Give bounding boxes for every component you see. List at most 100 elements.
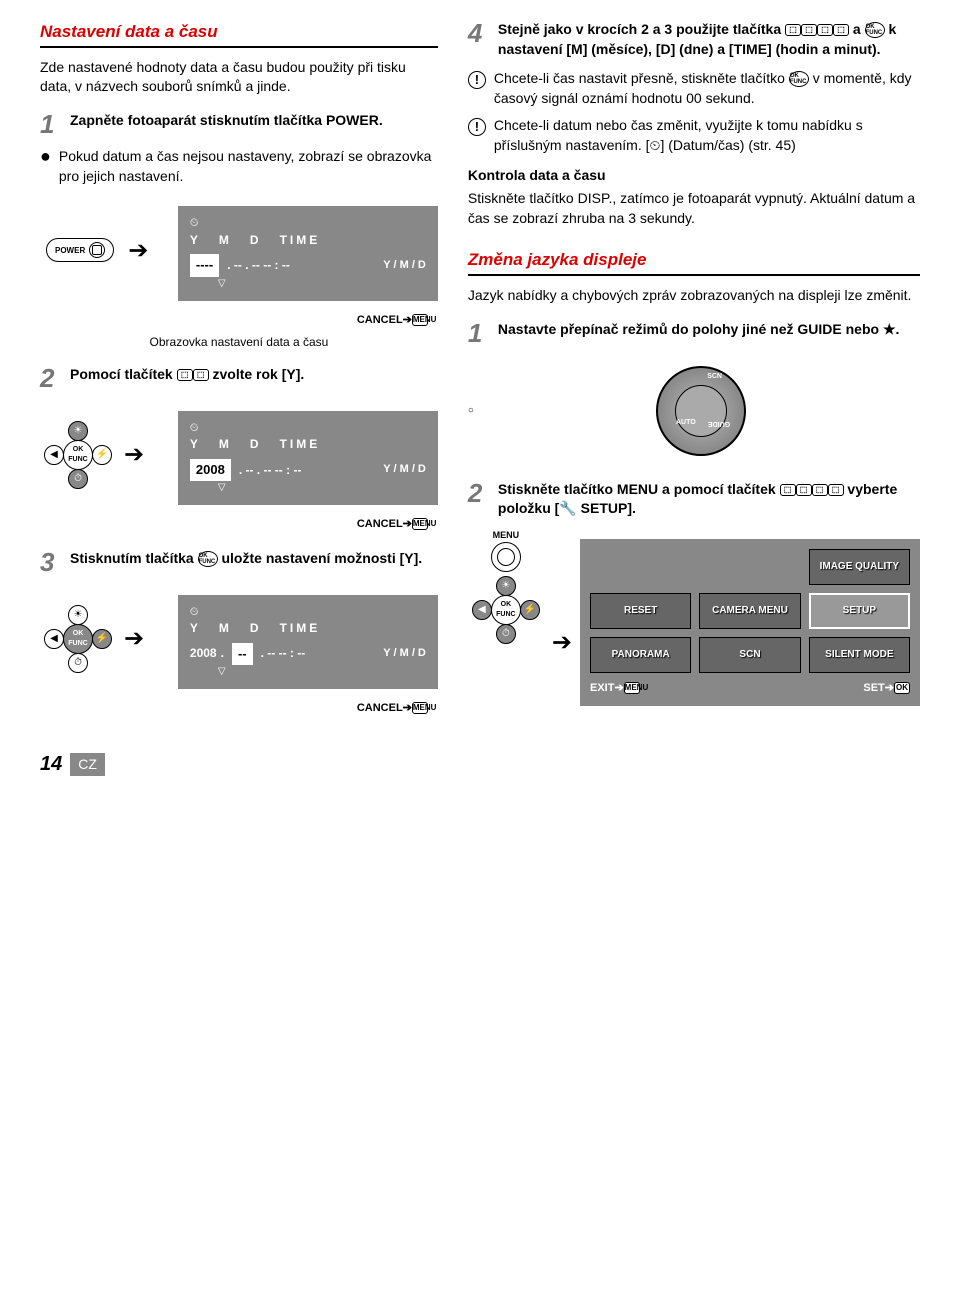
step-4-text: Stejně jako v krocích 2 a 3 použijte tla…	[498, 20, 920, 59]
note1-a: Chcete-li čas nastavit přesně, stiskněte…	[494, 70, 785, 86]
lcd2-rest: . -- . -- -- : --	[239, 462, 302, 479]
intro-text: Zde nastavené hodnoty data a času budou …	[40, 58, 438, 97]
lcd-screen-3: ⏲ Y M D TIME 2008 . -- . -- -- : -- Y / …	[178, 595, 438, 689]
menu-image-quality[interactable]: IMAGE QUALITY	[809, 549, 910, 585]
dpad-down-icon[interactable]: ⏱	[68, 653, 88, 673]
figure-2: ☀ ⏱ ◀ ⚡ OK FUNC ➔ ⏲ Y M D TIME 2008 . --…	[40, 401, 438, 509]
power-label: POWER	[55, 245, 85, 256]
lang-step-1-text: Nastavte přepínač režimů do polohy jiné …	[498, 320, 920, 340]
clock-icon: ⏲	[650, 137, 661, 153]
left-button-icon: ⬚	[812, 484, 828, 496]
menu-icon: MENU	[412, 702, 428, 714]
ok-func-icon: OK FUNC	[789, 71, 809, 87]
note-2-text: Chcete-li datum nebo čas změnit, využijt…	[494, 116, 920, 155]
menu-grid: IMAGE QUALITY RESET CAMERA MENU SETUP PA…	[590, 549, 910, 673]
up-button-icon: ⬚	[177, 369, 193, 381]
title-date-time: Nastavení data a času	[40, 20, 438, 48]
ok-icon: OK	[894, 682, 910, 694]
dpad-center[interactable]: OK FUNC	[63, 624, 93, 654]
clock-icon: ⏲	[190, 216, 426, 231]
note2-b: ] (Datum/čas) (str. 45)	[660, 137, 795, 153]
cancel-label: CANCEL	[357, 314, 403, 326]
dpad-up-icon[interactable]: ☀	[68, 605, 88, 625]
menu-label: MENU	[493, 529, 520, 542]
mode-dial[interactable]: AUTO GUIDE SCN	[656, 366, 746, 456]
lcd1-caption: Obrazovka nastavení data a času	[40, 334, 438, 351]
menu-screen: IMAGE QUALITY RESET CAMERA MENU SETUP PA…	[580, 539, 920, 706]
down-arrow-icon: ▽	[218, 481, 426, 495]
lcd3-values: 2008 . -- . -- -- : -- Y / M / D	[190, 643, 426, 665]
lcd-screen-1: ⏲ Y M D TIME ---- . -- . -- -- : -- Y / …	[178, 206, 438, 300]
bullet-icon: ●	[40, 147, 51, 186]
menu-silent[interactable]: SILENT MODE	[809, 637, 910, 673]
lcd1-cancel: CANCEL➔MENU	[40, 313, 428, 328]
lcd2-header: Y M D TIME	[190, 436, 426, 453]
down-button-icon: ⬚	[801, 24, 817, 36]
step-3: 3 Stisknutím tlačítka OK FUNC uložte nas…	[40, 549, 438, 575]
lang-step-2: 2 Stiskněte tlačítko MENU a pomocí tlačí…	[468, 480, 920, 519]
step-1: 1 Zapněte fotoaparát stisknutím tlačítka…	[40, 111, 438, 137]
caution-icon: !	[468, 71, 486, 89]
menu-camera-menu[interactable]: CAMERA MENU	[699, 593, 800, 629]
dpad-right-icon[interactable]: ⚡	[92, 445, 112, 465]
lcd-h-d: D	[250, 436, 262, 453]
dpad-center[interactable]: OK FUNC	[63, 440, 93, 470]
menu-setup[interactable]: SETUP	[809, 593, 910, 629]
set-label: SET	[863, 682, 884, 694]
arrow-icon: ➔	[552, 626, 572, 660]
dpad-up-icon[interactable]: ☀	[496, 576, 516, 596]
dpad-center[interactable]: OK FUNC	[491, 595, 521, 625]
figure-1: POWER ➔ ⏲ Y M D TIME ---- . -- . -- -- :…	[40, 196, 438, 304]
dpad-right-icon[interactable]: ⚡	[92, 629, 112, 649]
lcd1-format: Y / M / D	[383, 258, 426, 273]
menu-scn[interactable]: SCN	[699, 637, 800, 673]
menu-exit: EXIT➔MENU	[590, 681, 640, 696]
menu-reset[interactable]: RESET	[590, 593, 691, 629]
left-button-icon: ⬚	[817, 24, 833, 36]
dpad-down-icon[interactable]: ⏱	[68, 469, 88, 489]
lcd3-format: Y / M / D	[383, 646, 426, 661]
arrow-icon: ➔	[124, 438, 144, 472]
power-button[interactable]: POWER	[46, 238, 114, 262]
mode-dial-figure: ○ AUTO GUIDE SCN	[468, 356, 920, 466]
lcd-h-time: TIME	[280, 620, 321, 637]
dpad-control[interactable]: ☀ ⏱ ◀ ⚡ OK FUNC	[46, 607, 110, 671]
note-2: ! Chcete-li datum nebo čas změnit, využi…	[468, 116, 920, 155]
dpad-left-icon[interactable]: ◀	[44, 445, 64, 465]
dial-mode-guide: GUIDE	[708, 418, 730, 428]
dpad-left-icon[interactable]: ◀	[472, 600, 492, 620]
step-1-text: Zapněte fotoaparát stisknutím tlačítka P…	[70, 111, 438, 131]
dpad-right-icon[interactable]: ⚡	[520, 600, 540, 620]
step-1-bullet: ● Pokud datum a čas nejsou nastaveny, zo…	[40, 147, 438, 186]
step-1-bullet-text: Pokud datum a čas nejsou nastaveny, zobr…	[59, 147, 438, 186]
menu-panorama[interactable]: PANORAMA	[590, 637, 691, 673]
right-column: 4 Stejně jako v krocích 2 a 3 použijte t…	[468, 20, 920, 720]
step4-b: a	[853, 21, 861, 37]
lcd-h-y: Y	[190, 232, 201, 249]
note-1-text: Chcete-li čas nastavit přesně, stiskněte…	[494, 69, 920, 108]
cancel-label: CANCEL	[357, 702, 403, 714]
lcd-h-m: M	[219, 436, 232, 453]
menu-button[interactable]	[491, 542, 521, 572]
page-language: CZ	[70, 753, 105, 777]
dpad-control[interactable]: ☀ ⏱ ◀ ⚡ OK FUNC	[46, 423, 110, 487]
right-button-icon: ⬚	[833, 24, 849, 36]
step2-b: zvolte rok [Y].	[212, 366, 304, 382]
down-arrow-icon: ▽	[218, 277, 426, 291]
lcd2-year: 2008	[190, 459, 231, 481]
lcd3-month: --	[232, 643, 253, 665]
wrench-icon: 🔧	[559, 500, 576, 516]
step3-a: Stisknutím tlačítka	[70, 550, 194, 566]
clock-icon: ⏲	[190, 421, 426, 436]
dpad-control[interactable]: ☀ ⏱ ◀ ⚡ OK FUNC	[474, 578, 538, 642]
dpad-up-icon[interactable]: ☀	[68, 421, 88, 441]
lcd-h-d: D	[250, 620, 262, 637]
dpad-down-icon[interactable]: ⏱	[496, 624, 516, 644]
menu-icon: MENU	[624, 682, 640, 694]
lang-step-2-text: Stiskněte tlačítko MENU a pomocí tlačíte…	[498, 480, 920, 519]
dpad-left-icon[interactable]: ◀	[44, 629, 64, 649]
arrow-icon: ➔	[124, 622, 144, 656]
step-number: 1	[468, 320, 490, 346]
step-2: 2 Pomocí tlačítek ⬚⬚ zvolte rok [Y].	[40, 365, 438, 391]
lcd2-values: 2008 . -- . -- -- : -- Y / M / D	[190, 459, 426, 481]
